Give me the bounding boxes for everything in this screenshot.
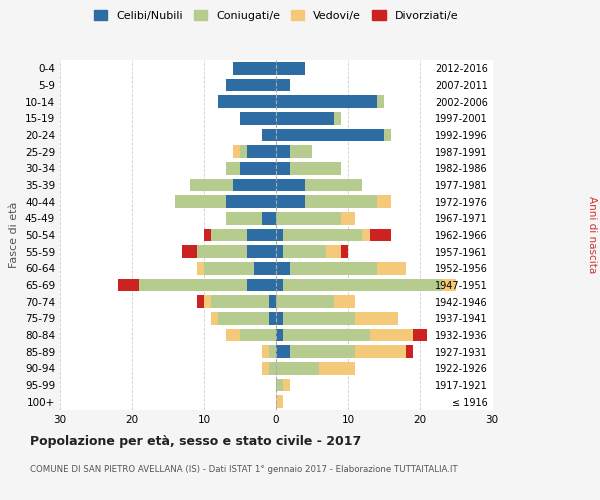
Bar [269, 362, 276, 374]
Bar [276, 79, 290, 92]
Bar [139, 279, 247, 291]
Bar [370, 329, 413, 341]
Bar [341, 212, 355, 224]
Bar [276, 396, 283, 408]
Bar [319, 362, 355, 374]
Bar [362, 229, 370, 241]
Bar [276, 246, 283, 258]
Bar [305, 179, 362, 192]
Bar [283, 329, 370, 341]
Bar [211, 312, 218, 324]
Bar [290, 162, 341, 174]
Bar [269, 312, 276, 324]
Bar [406, 346, 413, 358]
Bar [276, 296, 334, 308]
Bar [276, 112, 334, 124]
Bar [283, 229, 362, 241]
Bar [283, 279, 442, 291]
Bar [211, 296, 269, 308]
Bar [226, 212, 262, 224]
Bar [276, 229, 283, 241]
Bar [218, 96, 276, 108]
Bar [377, 96, 384, 108]
Legend: Celibi/Nubili, Coniugati/e, Vedovi/e, Divorziati/e: Celibi/Nubili, Coniugati/e, Vedovi/e, Di… [89, 6, 463, 25]
Bar [290, 262, 377, 274]
Bar [334, 296, 355, 308]
Bar [276, 329, 283, 341]
Bar [204, 296, 211, 308]
Bar [276, 146, 290, 158]
Bar [240, 162, 276, 174]
Bar [276, 279, 283, 291]
Bar [355, 346, 406, 358]
Bar [377, 196, 391, 208]
Bar [233, 62, 276, 74]
Bar [276, 346, 290, 358]
Bar [204, 229, 211, 241]
Bar [276, 262, 290, 274]
Bar [262, 212, 276, 224]
Text: COMUNE DI SAN PIETRO AVELLANA (IS) - Dati ISTAT 1° gennaio 2017 - Elaborazione T: COMUNE DI SAN PIETRO AVELLANA (IS) - Dat… [30, 465, 458, 474]
Bar [276, 162, 290, 174]
Bar [254, 262, 276, 274]
Bar [377, 262, 406, 274]
Bar [276, 379, 283, 391]
Bar [384, 129, 391, 141]
Bar [247, 229, 276, 241]
Bar [276, 62, 305, 74]
Bar [226, 196, 276, 208]
Bar [247, 146, 276, 158]
Bar [305, 196, 377, 208]
Bar [204, 262, 254, 274]
Bar [233, 179, 276, 192]
Bar [197, 262, 204, 274]
Bar [341, 246, 348, 258]
Bar [247, 279, 276, 291]
Bar [233, 146, 240, 158]
Bar [276, 129, 384, 141]
Bar [262, 129, 276, 141]
Bar [370, 229, 391, 241]
Bar [262, 362, 269, 374]
Bar [334, 112, 341, 124]
Bar [290, 346, 355, 358]
Bar [197, 296, 204, 308]
Bar [182, 246, 197, 258]
Bar [283, 379, 290, 391]
Bar [269, 296, 276, 308]
Bar [290, 146, 312, 158]
Bar [326, 246, 341, 258]
Bar [197, 246, 247, 258]
Bar [355, 312, 398, 324]
Bar [226, 79, 276, 92]
Text: Popolazione per età, sesso e stato civile - 2017: Popolazione per età, sesso e stato civil… [30, 435, 361, 448]
Bar [276, 212, 341, 224]
Bar [276, 196, 305, 208]
Bar [240, 146, 247, 158]
Bar [276, 179, 305, 192]
Bar [413, 329, 427, 341]
Bar [442, 279, 456, 291]
Bar [240, 329, 276, 341]
Text: Anni di nascita: Anni di nascita [587, 196, 597, 274]
Y-axis label: Fasce di età: Fasce di età [10, 202, 19, 268]
Bar [118, 279, 139, 291]
Bar [211, 229, 247, 241]
Bar [226, 162, 240, 174]
Bar [276, 312, 283, 324]
Bar [218, 312, 269, 324]
Bar [276, 362, 319, 374]
Bar [262, 346, 269, 358]
Bar [240, 112, 276, 124]
Bar [276, 96, 377, 108]
Bar [283, 246, 326, 258]
Bar [175, 196, 226, 208]
Bar [247, 246, 276, 258]
Bar [226, 329, 240, 341]
Bar [283, 312, 355, 324]
Bar [269, 346, 276, 358]
Bar [190, 179, 233, 192]
